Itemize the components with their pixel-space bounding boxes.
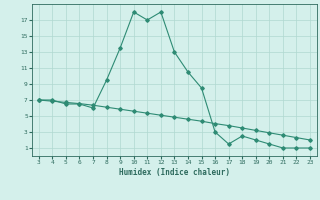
X-axis label: Humidex (Indice chaleur): Humidex (Indice chaleur) [119,168,230,177]
